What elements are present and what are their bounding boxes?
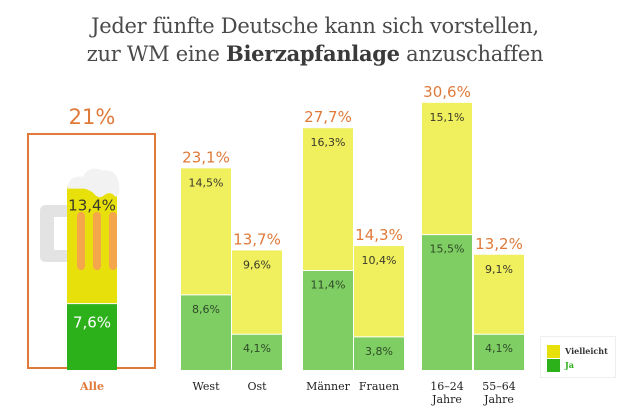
label-ja-1: 8,6% [192,303,220,316]
label-vielleicht-2: 9,6% [243,258,271,271]
label-ja-4: 3,8% [365,345,393,358]
title-suffix: anzuschaffen [399,42,544,66]
beer-foam-icon [67,168,120,198]
total-label-0: 21% [69,105,116,129]
label-ja-6: 4,1% [485,342,513,355]
category-label-5-1: Jahre [431,393,462,406]
bar-ja-5 [422,234,472,370]
legend: Vielleicht Ja [540,336,616,378]
label-ja-2: 4,1% [243,342,271,355]
total-label-5: 30,6% [423,83,471,101]
beer-stripe-1 [93,212,101,270]
bar-vielleicht-5 [422,102,472,235]
legend-item-vielleicht: Vielleicht [547,344,608,358]
label-vielleicht-5: 15,1% [430,111,465,124]
bar-ja-1 [181,294,231,370]
legend-label-vielleicht: Vielleicht [565,346,608,356]
bar-vielleicht-3 [303,128,353,271]
label-vielleicht-3: 16,3% [311,136,346,149]
category-label-5-0: 16–24 [430,380,464,393]
label-vielleicht-4: 10,4% [362,254,397,267]
title-prefix: zur WM eine [86,42,227,66]
total-label-6: 13,2% [475,235,523,253]
category-label-6-1: Jahre [483,393,514,406]
bar-vielleicht-1 [181,168,231,295]
label-vielleicht-6: 9,1% [485,263,513,276]
label-vielleicht-0: 13,4% [68,197,116,215]
title-line-2: zur WM eine Bierzapfanlage anzuschaffen [0,40,630,68]
legend-item-ja: Ja [547,358,574,372]
legend-label-ja: Ja [565,360,574,370]
beer-stripe-2 [109,212,117,270]
bar-ja-6 [474,334,524,370]
category-label-4: Frauen [359,380,399,393]
total-label-4: 14,3% [355,226,403,244]
bar-vielleicht-4 [354,246,404,337]
category-label-6-0: 55–64 [482,380,516,393]
category-label-2: Ost [247,380,267,393]
total-label-2: 13,7% [233,230,281,248]
label-ja-5: 15,5% [430,243,465,256]
bar-vielleicht-6 [474,254,524,335]
total-label-1: 23,1% [182,148,230,166]
label-vielleicht-1: 14,5% [189,176,224,189]
bar-ja-4 [354,336,404,370]
legend-swatch-ja [547,358,560,372]
category-label-1: West [193,380,221,393]
mug-handle-icon [40,205,67,262]
chart-title: Jeder fünfte Deutsche kann sich vorstell… [0,12,630,68]
title-bold: Bierzapfanlage [226,41,400,66]
title-line-1: Jeder fünfte Deutsche kann sich vorstell… [91,14,539,38]
bar-ja-2 [232,334,282,370]
legend-swatch-vielleicht [547,344,560,358]
bar-vielleicht-0 [67,186,117,304]
beer-stripe-0 [77,212,85,270]
label-ja-0: 7,6% [73,314,111,332]
label-ja-3: 11,4% [311,278,346,291]
bar-ja-3 [303,270,353,370]
category-label-3: Männer [306,380,351,393]
category-label-0: Alle [79,380,104,393]
bar-vielleicht-2 [232,250,282,335]
bar-ja-0 [67,303,117,370]
total-label-3: 27,7% [304,108,352,126]
